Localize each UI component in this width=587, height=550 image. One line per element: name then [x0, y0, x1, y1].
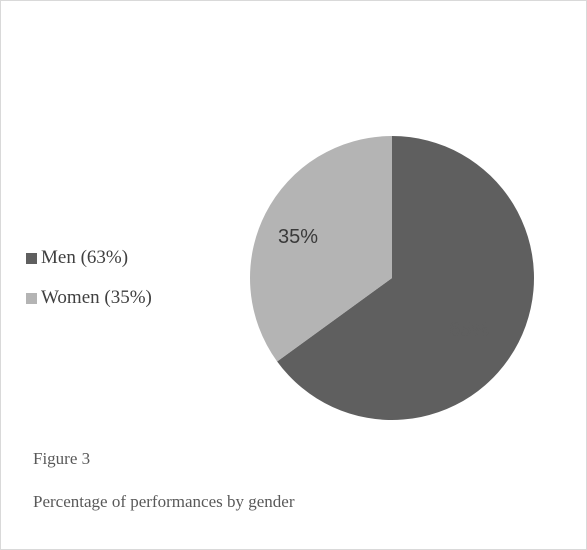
legend-item-men: Men (63%) — [26, 246, 152, 270]
legend-label-men: Men (63%) — [41, 247, 129, 268]
figure-label: Figure 3 — [33, 449, 91, 468]
legend-label-women: Women (35%) — [41, 287, 152, 308]
pie-slice-men — [277, 136, 534, 420]
legend-swatch-women — [26, 292, 37, 304]
data-label-women: 35% — [278, 226, 318, 248]
legend: Men (63%) Women (35%) — [26, 246, 152, 326]
figure-description: Percentage of performances by gender — [33, 492, 295, 511]
pie-slices — [250, 136, 534, 420]
legend-item-women: Women (35%) — [26, 286, 152, 310]
pie-slice-women — [250, 136, 392, 362]
pie-data-labels: 65% 35% — [278, 226, 489, 341]
data-label-men: 65% — [449, 319, 489, 341]
legend-swatch-men — [26, 252, 37, 264]
